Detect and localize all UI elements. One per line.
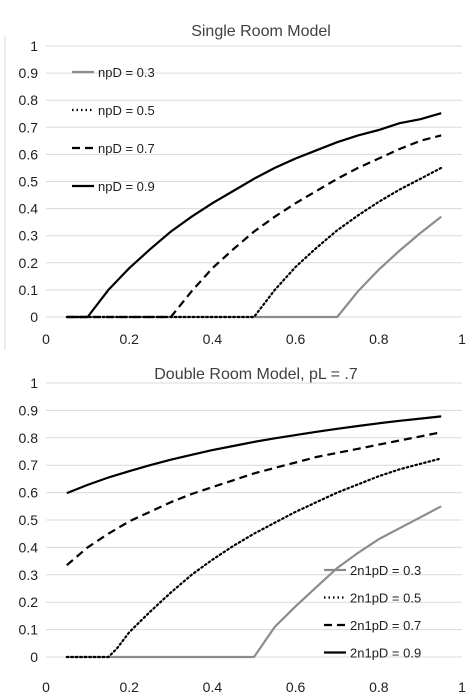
- x-axis: 0 0.2 0.4 0.6 0.8 1: [42, 331, 466, 347]
- legend: npD = 0.3 npD = 0.5 npD = 0.7 npD = 0.9: [72, 65, 155, 194]
- y-tick-label: 0: [30, 649, 38, 665]
- y-tick-label: 0.1: [19, 282, 39, 298]
- legend: 2n1pD = 0.3 2n1pD = 0.5 2n1pD = 0.7 2n1pD =…: [324, 563, 421, 661]
- legend-label: npD = 0.5: [98, 103, 155, 118]
- double-room-chart: Double Room Model, pL = .7 0 0.1 0.2 0.3 0.4…: [19, 366, 467, 695]
- x-tick-label: 0.4: [203, 331, 223, 347]
- series-line: [65, 457, 443, 659]
- gridlines: [46, 382, 462, 658]
- y-tick-label: 0.6: [19, 485, 39, 501]
- y-tick-label: 0.7: [19, 119, 39, 135]
- x-tick-label: 0: [42, 679, 50, 695]
- x-tick-label: 1: [458, 679, 466, 695]
- x-tick-label: 0.2: [119, 679, 139, 695]
- x-tick-label: 0.4: [203, 679, 223, 695]
- series-line: [66, 415, 442, 495]
- legend-label: 2n1pD = 0.9: [350, 646, 421, 661]
- x-tick-label: 0.2: [119, 331, 139, 347]
- series-line: [66, 112, 442, 319]
- y-tick-label: 0.4: [19, 539, 39, 555]
- y-tick-label: 1: [30, 38, 38, 54]
- y-tick-label: 0.4: [19, 201, 39, 217]
- legend-label: npD = 0.3: [98, 65, 155, 80]
- y-tick-label: 0.3: [19, 567, 39, 583]
- x-tick-label: 0: [42, 331, 50, 347]
- y-tick-label: 0.5: [19, 174, 39, 190]
- legend-label: 2n1pD = 0.7: [350, 618, 421, 633]
- single-room-chart: Single Room Model 0 0.1 0.2 0.3 0.4 0.5 0.6 0.7…: [19, 23, 467, 347]
- x-tick-label: 0.8: [369, 331, 389, 347]
- y-tick-label: 0.8: [19, 430, 39, 446]
- y-tick-label: 0.5: [19, 512, 39, 528]
- y-tick-label: 0.2: [19, 594, 39, 610]
- legend-label: npD = 0.9: [98, 179, 155, 194]
- legend-label: 2n1pD = 0.5: [350, 591, 421, 606]
- y-tick-label: 0.3: [19, 228, 39, 244]
- y-tick-label: 1: [30, 375, 38, 391]
- y-tick-label: 0.7: [19, 457, 39, 473]
- x-axis: 0 0.2 0.4 0.6 0.8 1: [42, 679, 466, 695]
- legend-label: 2n1pD = 0.3: [350, 563, 421, 578]
- legend-label: npD = 0.7: [98, 141, 155, 156]
- y-tick-label: 0.9: [19, 65, 39, 81]
- series-line: [66, 431, 442, 567]
- y-tick-label: 0.9: [19, 402, 39, 418]
- y-axis: 0 0.1 0.2 0.3 0.4 0.5 0.6 0.7 0.8 0.9 1: [19, 375, 39, 665]
- y-axis: 0 0.1 0.2 0.3 0.4 0.5 0.6 0.7 0.8 0.9 1: [19, 38, 39, 325]
- x-tick-label: 0.8: [369, 679, 389, 695]
- y-tick-label: 0.1: [19, 622, 39, 638]
- y-tick-label: 0.6: [19, 146, 39, 162]
- x-tick-label: 0.6: [286, 679, 306, 695]
- y-tick-label: 0.2: [19, 255, 39, 271]
- series-group: [65, 415, 443, 659]
- y-tick-label: 0: [30, 309, 38, 325]
- series-line: [65, 166, 443, 319]
- y-tick-label: 0.8: [19, 92, 39, 108]
- x-tick-label: 0.6: [286, 331, 306, 347]
- chart-title: Single Room Model: [191, 23, 331, 40]
- chart-title: Double Room Model, pL = .7: [154, 366, 358, 383]
- series-line: [66, 134, 442, 319]
- series-group: [65, 112, 443, 319]
- x-tick-label: 1: [458, 331, 466, 347]
- series-line: [66, 505, 442, 659]
